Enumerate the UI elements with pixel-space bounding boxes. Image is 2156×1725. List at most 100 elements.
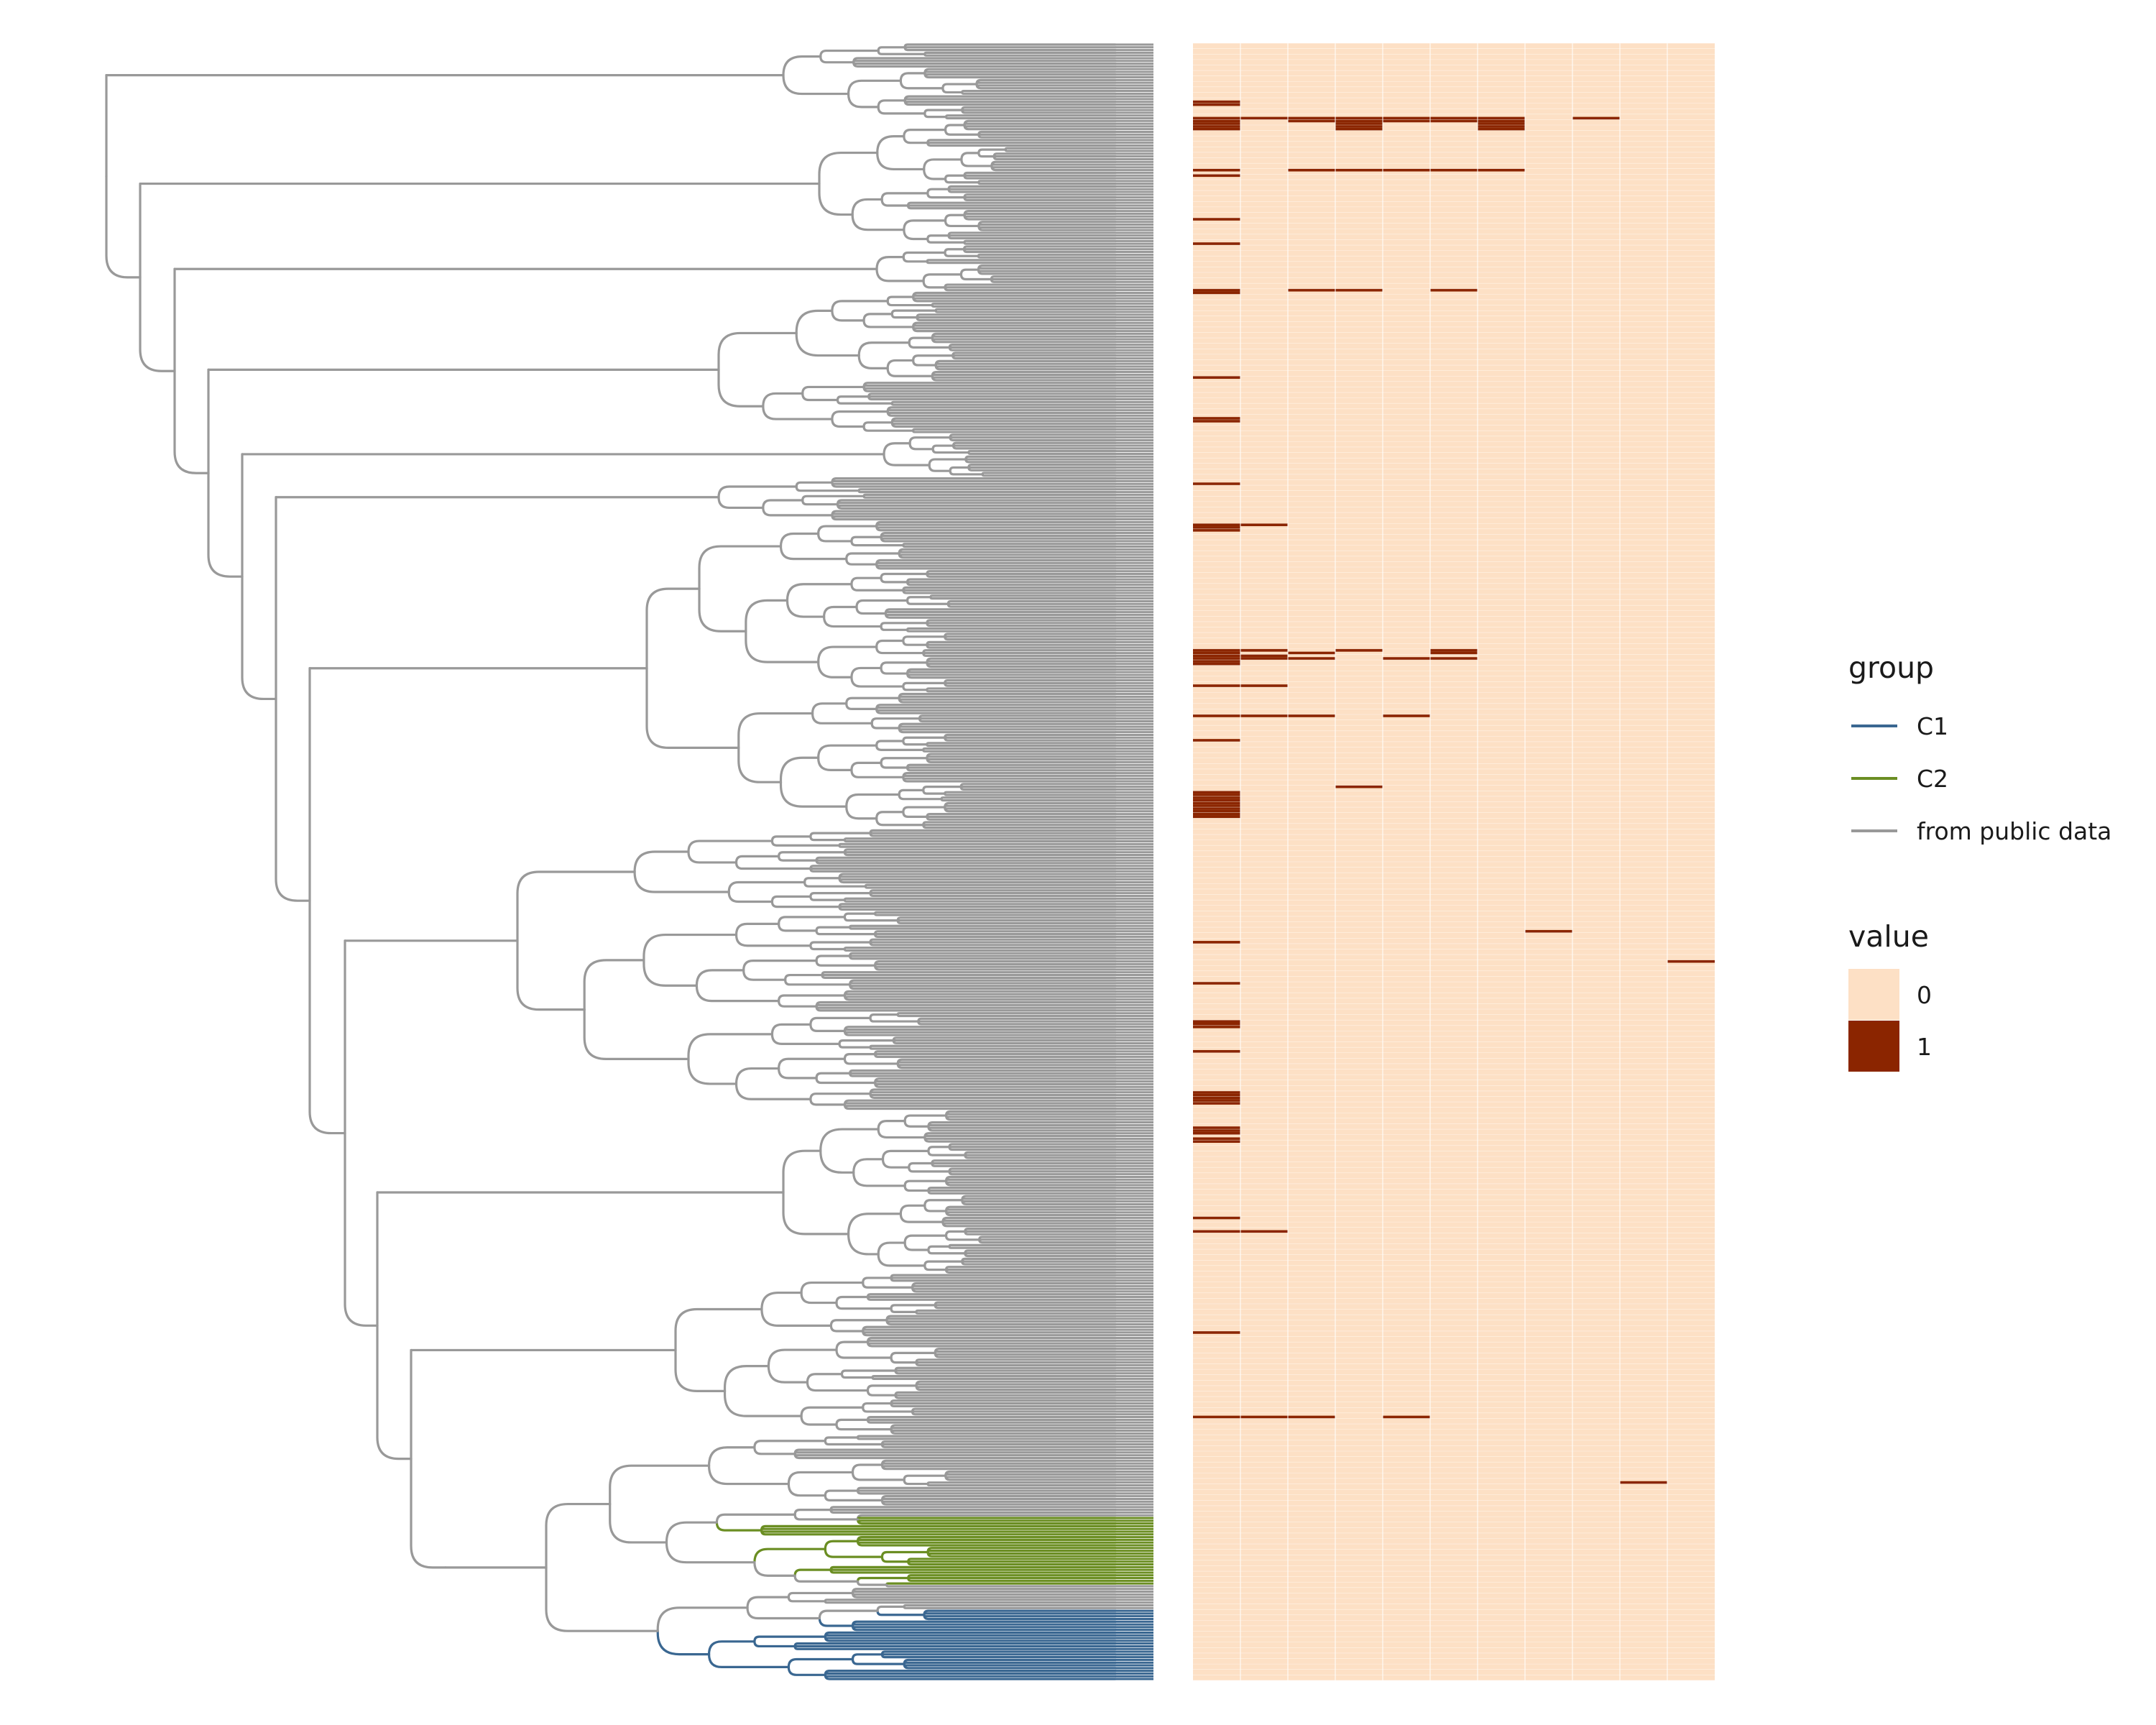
tree-branch (876, 1609, 926, 1616)
heatmap-cell-present (1193, 801, 1240, 805)
tree-branch (926, 757, 1117, 761)
tree-branch (903, 129, 947, 138)
heatmap-cell-present (1288, 119, 1335, 123)
tree-branch (778, 1067, 818, 1080)
tree-branch (926, 689, 1117, 693)
tree-branch (898, 695, 1117, 699)
tree-branch (862, 1281, 914, 1289)
tree-branch (665, 1541, 756, 1564)
tree-branch (855, 599, 909, 609)
tree-branch (877, 1241, 906, 1256)
tree-branch (762, 405, 834, 420)
tree-branch (809, 892, 872, 898)
tree-branch (931, 373, 1117, 377)
tree-branch (875, 811, 905, 820)
tree-branch (908, 1166, 951, 1173)
tree-branch (824, 1436, 860, 1443)
heatmap-cell-present (1335, 116, 1383, 120)
tree-branch (934, 308, 1117, 312)
tree-branch (877, 1128, 926, 1139)
tree-branch (902, 685, 929, 691)
tree-branch (850, 768, 905, 778)
tree-branch (819, 55, 855, 64)
tree-branch (857, 354, 889, 369)
tree-branch (903, 1474, 947, 1481)
tree-branch (674, 1348, 727, 1392)
tree-branch (934, 364, 1117, 368)
tree-branch (782, 1191, 850, 1236)
tree-branch (782, 55, 822, 77)
tree-branch (903, 1662, 1117, 1667)
tree-branch (734, 1067, 780, 1085)
tree-branch (898, 551, 1117, 555)
tree-branch (926, 1549, 1117, 1554)
tree-branch (949, 466, 970, 472)
tree-branch (779, 781, 848, 808)
tree-branch (695, 984, 780, 1003)
heatmap-cell-present (1288, 1415, 1335, 1419)
tree-branch (836, 502, 1117, 506)
tree-branch (941, 83, 978, 90)
tree-branch (753, 1440, 826, 1449)
tree-branch (770, 835, 812, 842)
heatmap-cell-present (1193, 124, 1240, 128)
heatmap-cell-present (1193, 982, 1240, 985)
tree-branch (784, 978, 852, 986)
heatmap (1193, 42, 1715, 1681)
tree-branch (931, 303, 1117, 307)
tree-branch (886, 295, 915, 303)
tree-branch (856, 1538, 1117, 1542)
tree-branch (139, 182, 142, 279)
tree-branch (977, 254, 1117, 259)
tree-branch (838, 842, 1117, 847)
tree-branch (948, 1245, 1117, 1249)
tree-branch (926, 1550, 1117, 1555)
tree-branch (762, 392, 804, 408)
tree-branch (856, 1435, 1117, 1439)
tree-branch (912, 324, 1117, 328)
tree-branch (977, 152, 995, 158)
heatmap-cell-present (1193, 809, 1240, 813)
heatmap-cell-present (1288, 116, 1335, 120)
heatmap-cell-present (1335, 288, 1383, 292)
tree-branch (923, 158, 963, 171)
tree-branch (862, 384, 1117, 389)
tree-branch (926, 237, 966, 244)
tree-branch (809, 1016, 872, 1026)
tree-branch (847, 1213, 902, 1236)
heatmap-cell-present (1240, 116, 1288, 120)
tree-branch (818, 182, 854, 216)
tree-branch (767, 1348, 838, 1368)
tree-branch (843, 839, 1117, 843)
heatmap-cell-present (1193, 651, 1240, 655)
tree-branch (890, 400, 1117, 405)
tree-branch (883, 453, 931, 466)
tree-branch (960, 152, 980, 161)
tree-branch (843, 1102, 1117, 1106)
tree-branch (308, 899, 346, 1135)
tree-branch (927, 1125, 1117, 1129)
tree-branch (881, 1158, 911, 1169)
tree-branch (927, 1123, 1117, 1128)
tree-branch (906, 628, 1117, 632)
tree-branch (923, 1134, 1117, 1139)
tree-branch (926, 661, 1117, 666)
tree-branch (207, 472, 244, 578)
tree-branch (931, 303, 1117, 308)
tree-branch (656, 1606, 749, 1632)
tree-branch (927, 1149, 967, 1156)
tree-branch (880, 661, 929, 670)
legend-c1-label: C1 (1917, 712, 1948, 740)
tree-branch (862, 1328, 1117, 1333)
tree-branch (843, 898, 1117, 903)
heatmap-cell-present (1478, 124, 1525, 128)
tree-branch (851, 1657, 906, 1665)
tree-branch (890, 1428, 1117, 1432)
legend-c2-label: C2 (1917, 765, 1948, 793)
tree-branch (787, 1591, 854, 1598)
tree-branch (903, 1184, 930, 1192)
tree-branch (896, 1061, 1117, 1065)
tree-branch (849, 983, 1117, 988)
tree-branch (898, 788, 925, 796)
tree-branch (949, 469, 984, 476)
